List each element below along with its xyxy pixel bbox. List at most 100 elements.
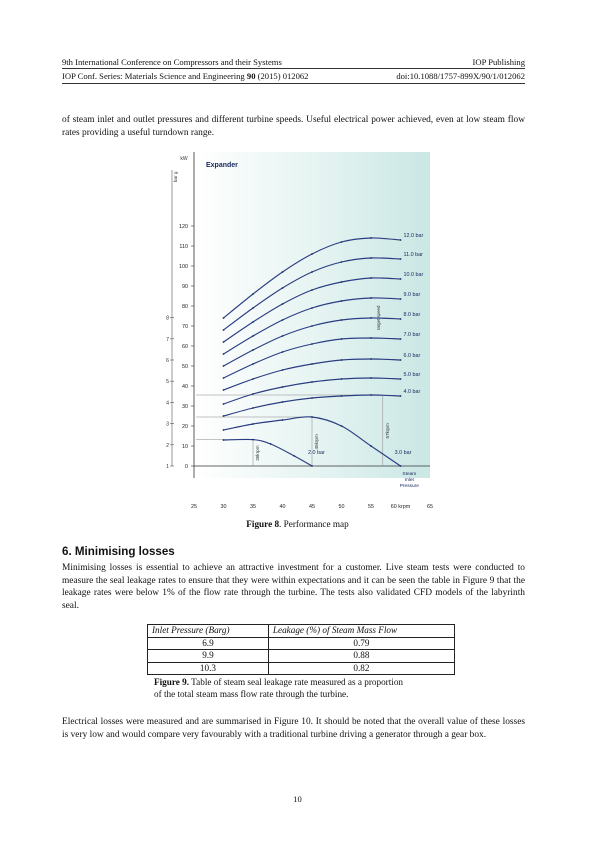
table-row: 10.3 0.82 [147,661,456,676]
table-header-cell: Inlet Pressure (Barg) [147,624,269,638]
y-tick-label: 30 [182,404,188,410]
data-point [222,365,225,367]
figure-9-caption-line1: Table of steam seal leakage rate measure… [189,677,404,687]
data-point [370,297,372,299]
legend-title-word: Inlet [405,477,415,483]
speed-guide-label: 45krpm [314,434,319,449]
table-cell: 0.82 [267,661,456,676]
data-point [252,378,254,380]
series-label: 3.0 bar [395,450,412,456]
page-number: 10 [293,794,302,804]
volume: 90 [246,71,256,81]
data-point [399,239,402,241]
y-tick-label: 50 [182,364,188,370]
data-point [340,261,343,263]
series-prefix: IOP Conf. Series: Materials Science and … [62,71,245,81]
speed-guide-label: 57krpm [385,423,390,438]
series-label: 8.0 bar [404,312,421,318]
table-cell: 6.9 [147,636,269,651]
chart-title: Expander [206,162,238,169]
data-point [281,303,284,305]
series-label: 6.0 bar [404,353,421,359]
series-label: 12.0 bar [404,233,424,239]
data-point [281,401,284,403]
y2-tick-label: 1 [166,464,169,470]
data-point [370,337,372,339]
data-point [293,455,296,457]
data-point [252,307,254,309]
table-header-cell: Leakage (%) of Steam Mass Flow [267,624,456,638]
data-point [281,335,284,337]
data-point [252,293,254,295]
data-point [252,335,254,337]
figure-8-caption: Figure 8. Performance map [0,519,595,529]
table-cell: 9.9 [147,649,269,663]
x-tick-label: 55 [368,504,374,510]
data-point [370,317,372,319]
figure-9-caption-line2: of the total steam mass flow rate throug… [154,689,349,699]
data-point [311,325,313,327]
speed-guide-label: 35krpm [255,445,260,460]
y-tick-label: 90 [182,284,188,290]
data-point [399,465,402,467]
leakage-table: Inlet Pressure (Barg) Leakage (%) of Ste… [147,624,456,676]
data-point [222,341,225,343]
x-tick-label: 35 [250,504,256,510]
data-point [252,423,254,425]
section-heading: 6. Minimising losses [62,545,175,558]
table-header-row: Inlet Pressure (Barg) Leakage (%) of Ste… [147,624,456,638]
series-label: 7.0 bar [404,332,421,338]
data-point [281,369,284,371]
data-point [281,419,284,421]
data-point [370,394,372,396]
closing-paragraph: Electrical losses were measured and are … [62,717,525,740]
data-point [281,386,284,388]
data-point [399,395,402,397]
data-point [311,307,313,309]
y-tick-label: 110 [179,244,188,250]
data-point [252,321,254,323]
y-tick-label: 0 [185,464,188,470]
x-tick-label: 45 [309,504,315,510]
data-point [399,338,402,340]
data-point [340,338,343,340]
data-point [281,319,284,321]
data-point [222,429,225,431]
series-label: 4.0 bar [404,389,421,395]
data-point [370,237,372,239]
series-label: 2.0 bar [308,450,325,456]
data-point [222,415,225,417]
y-tick-label: 60 [182,344,188,350]
table-cell: 10.3 [147,661,269,676]
y2-tick-label: 3 [166,422,169,428]
target-speed-label: target speed [376,305,381,330]
data-point [370,377,372,379]
y-tick-label: 70 [182,324,188,330]
y2-tick-label: 2 [166,443,169,449]
data-point [222,403,225,405]
data-point [311,343,313,345]
y-axis-unit: kW [180,156,188,162]
data-point [222,317,225,319]
figure-9-caption: Figure 9. Table of steam seal leakage ra… [154,676,403,700]
section-paragraph: Minimising losses is essential to achiev… [62,563,525,611]
data-point [222,353,225,355]
figure-9-label: Figure 9. [154,677,190,687]
conference-name: 9th International Conference on Compress… [62,57,282,67]
data-point [222,329,225,331]
data-point [370,277,372,279]
journal-series: IOP Conf. Series: Materials Science and … [62,71,308,81]
data-point [281,287,284,289]
data-point [252,393,254,395]
data-point [370,445,372,447]
data-point [222,439,225,441]
data-point [311,381,313,383]
data-point [311,253,313,255]
table-row: 6.9 0.79 [147,636,456,651]
y2-tick-label: 4 [166,400,169,406]
data-point [252,349,254,351]
data-point [399,278,402,280]
data-point [340,378,343,380]
series-label: 5.0 bar [404,372,421,378]
